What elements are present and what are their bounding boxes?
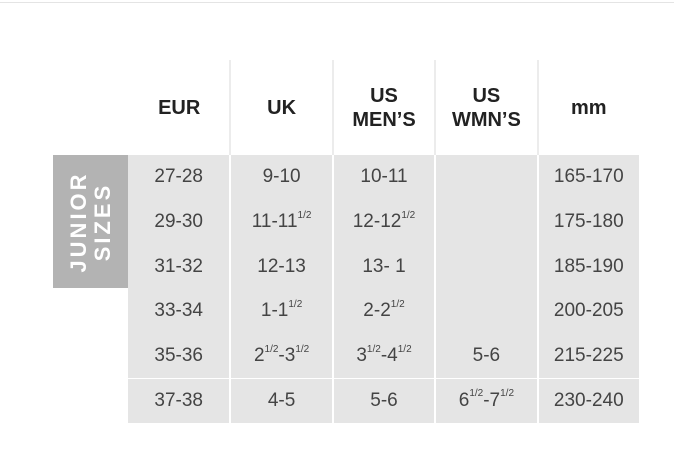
table-cell: 2 1/2 -3 1/2 bbox=[231, 333, 332, 379]
cell-text: -7 bbox=[483, 389, 501, 411]
header-line: WMN’S bbox=[451, 108, 521, 131]
cell-text: 5-6 bbox=[472, 345, 501, 367]
table-cell: 31-32 bbox=[128, 244, 230, 290]
superscript: 1/2 bbox=[397, 343, 412, 355]
table-cell: 215-225 bbox=[538, 333, 639, 379]
header-line: US bbox=[472, 84, 501, 107]
column-separator bbox=[229, 60, 232, 155]
table-cell: 185-190 bbox=[538, 244, 639, 290]
cell-text: 12-12 bbox=[352, 211, 402, 233]
cell-text: 31-32 bbox=[154, 255, 203, 277]
column-header: EUR bbox=[128, 60, 230, 155]
superscript: 1/2 bbox=[288, 298, 303, 310]
cell-text: 13- 1 bbox=[362, 255, 406, 277]
column-separator bbox=[331, 60, 334, 155]
table-cell bbox=[436, 244, 537, 290]
cell-text: 33-34 bbox=[154, 300, 203, 322]
column-header: US WMN’S bbox=[435, 60, 537, 155]
superscript: 1/2 bbox=[297, 209, 312, 221]
table-cell: 33-34 bbox=[128, 289, 230, 334]
table-cell: 37-38 bbox=[128, 378, 230, 424]
table-cell bbox=[436, 289, 537, 334]
superscript: 1/2 bbox=[401, 209, 416, 221]
header-line: EUR bbox=[158, 96, 201, 119]
table-cell: 12-12 1/2 bbox=[333, 199, 435, 245]
table-cell: 5-6 bbox=[333, 378, 435, 424]
cell-text: -4 bbox=[380, 345, 398, 367]
cell-text: 35-36 bbox=[154, 345, 203, 367]
table-cell: 9-10 bbox=[231, 155, 332, 200]
cell-text: 185-190 bbox=[553, 255, 624, 277]
column-separator bbox=[434, 60, 437, 155]
cell-text: 29-30 bbox=[154, 211, 203, 233]
table-cell: 11-11 1/2 bbox=[231, 199, 332, 245]
cell-text: 10-11 bbox=[360, 166, 408, 188]
divider bbox=[0, 2, 674, 3]
header-line: MEN’S bbox=[352, 108, 416, 131]
superscript: 1/2 bbox=[366, 343, 381, 355]
cell-text: 9-10 bbox=[262, 166, 301, 188]
group-label-box: JUNIOR SIZES bbox=[53, 155, 128, 288]
cell-text: 1-1 bbox=[260, 300, 289, 322]
cell-text: 165-170 bbox=[553, 166, 624, 188]
table-cell: 6 1/2 -7 1/2 bbox=[436, 378, 537, 424]
cell-text: 200-205 bbox=[553, 300, 624, 322]
table-cell: 10-11 bbox=[333, 155, 435, 200]
column-separator bbox=[536, 60, 539, 155]
table-cell bbox=[436, 199, 537, 245]
superscript: 1/2 bbox=[390, 298, 405, 310]
group-label-line: JUNIOR bbox=[65, 170, 91, 273]
cell-text: 4-5 bbox=[267, 389, 296, 411]
table-cell: 165-170 bbox=[538, 155, 639, 200]
group-label: JUNIOR SIZES bbox=[65, 170, 115, 273]
table-cell: 4-5 bbox=[231, 378, 332, 424]
header-line: UK bbox=[267, 96, 297, 119]
table-cell: 27-28 bbox=[128, 155, 230, 200]
cell-text: 230-240 bbox=[553, 389, 624, 411]
cell-text: -3 bbox=[278, 345, 296, 367]
column-header: US MEN’S bbox=[333, 60, 435, 155]
column-header: UK bbox=[230, 60, 332, 155]
cell-text: 2-2 bbox=[363, 300, 391, 322]
column-header: mm bbox=[538, 60, 640, 155]
table-cell bbox=[436, 155, 537, 200]
cell-text: 6 bbox=[458, 389, 470, 411]
cell-text: 3 bbox=[356, 345, 367, 367]
superscript: 1/2 bbox=[295, 343, 310, 355]
table-cell: 1-1 1/2 bbox=[231, 289, 332, 334]
cell-text: 215-225 bbox=[553, 345, 624, 367]
table-cell: 12-13 bbox=[231, 244, 332, 290]
table-cell: 175-180 bbox=[538, 199, 639, 245]
table-cell: 5-6 bbox=[436, 333, 537, 379]
superscript: 1/2 bbox=[469, 388, 484, 400]
table-cell: 230-240 bbox=[538, 378, 639, 424]
cell-text: 27-28 bbox=[154, 166, 203, 188]
cell-text: 2 bbox=[253, 345, 265, 367]
table-cell: 2-2 1/2 bbox=[333, 289, 435, 334]
cell-text: 37-38 bbox=[154, 389, 203, 411]
table-cell: 13- 1 bbox=[333, 244, 435, 290]
cell-text: 175-180 bbox=[553, 211, 624, 233]
header-line: mm bbox=[571, 96, 607, 119]
superscript: 1/2 bbox=[264, 343, 279, 355]
header-line: US bbox=[370, 84, 398, 107]
table-cell: 200-205 bbox=[538, 289, 639, 334]
table-cell: 29-30 bbox=[128, 199, 230, 245]
cell-text: 5-6 bbox=[370, 389, 398, 411]
table-cell: 35-36 bbox=[128, 333, 230, 379]
superscript: 1/2 bbox=[500, 388, 515, 400]
cell-text: 12-13 bbox=[257, 255, 306, 277]
table-cell: 3 1/2 -4 1/2 bbox=[333, 333, 435, 379]
cell-text: 11-11 bbox=[251, 211, 298, 233]
group-label-line: SIZES bbox=[89, 182, 115, 261]
